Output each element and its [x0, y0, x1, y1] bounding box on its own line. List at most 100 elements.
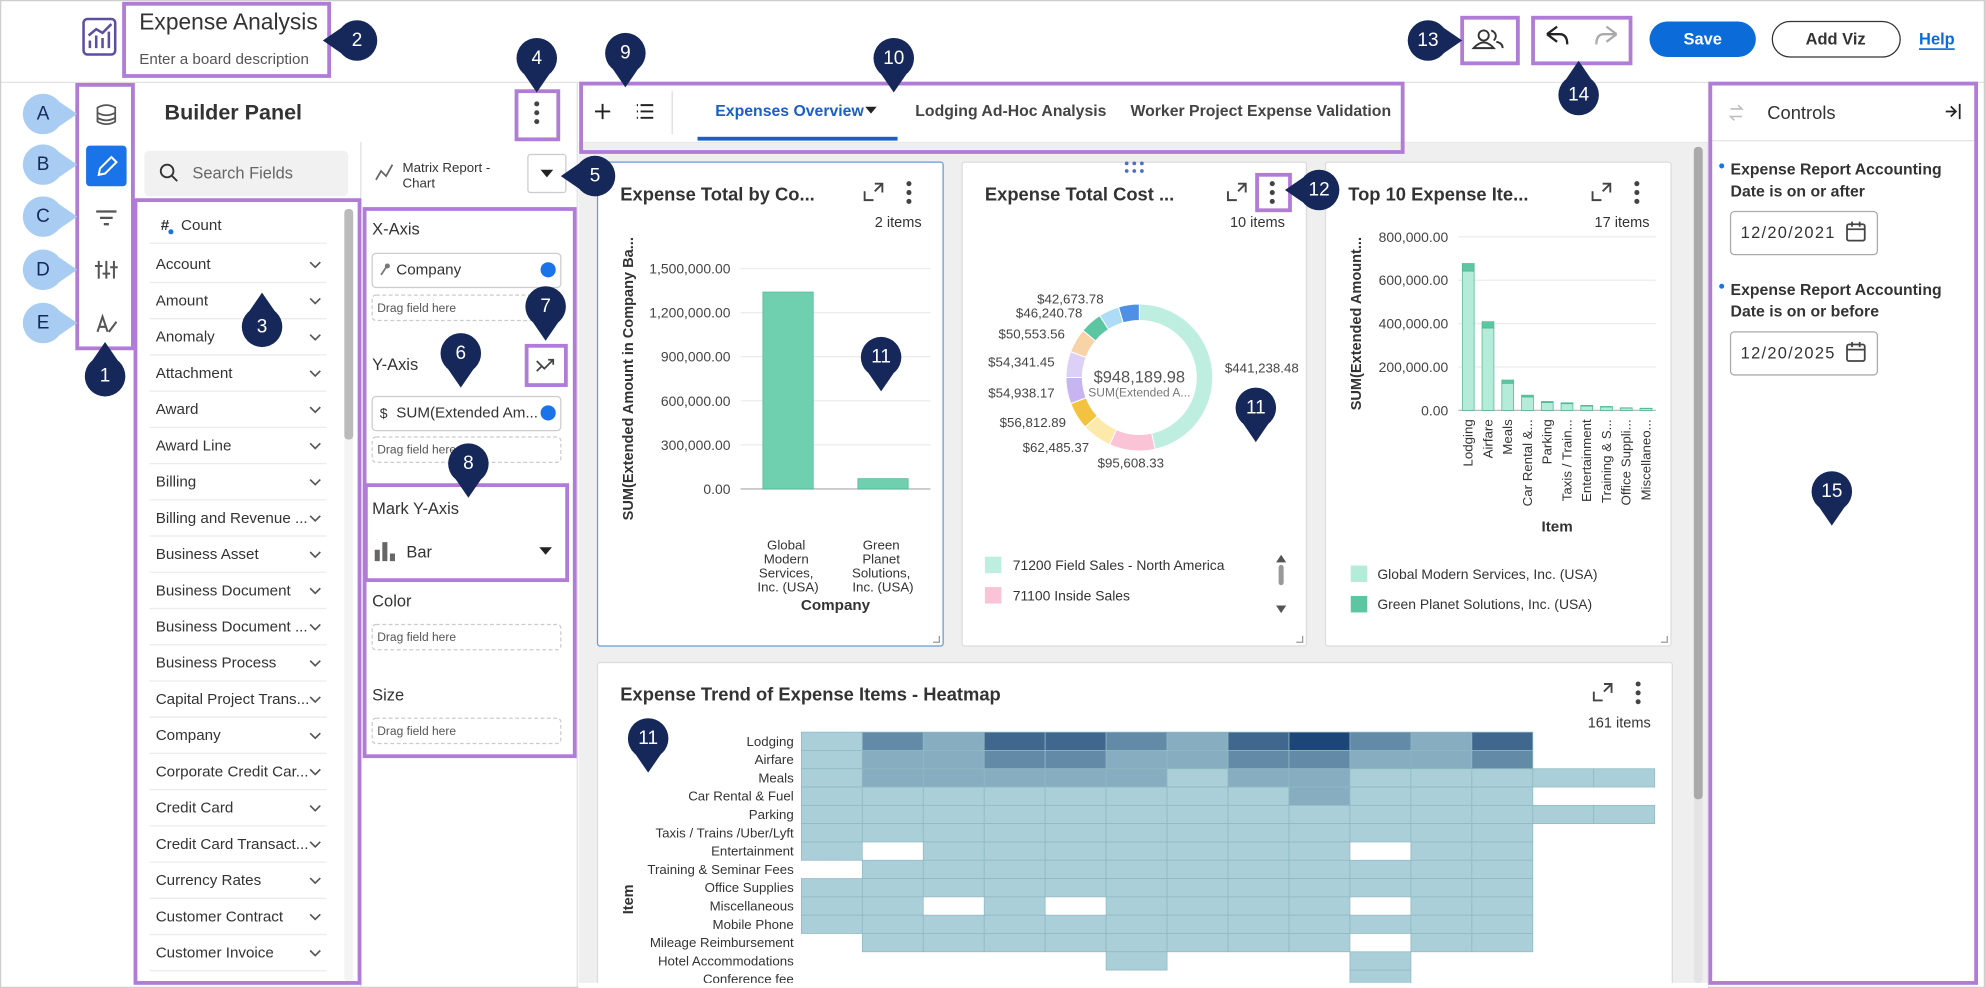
card-title: Expense Total Cost ... [985, 183, 1174, 204]
tab[interactable]: Lodging Ad-Hoc Analysis [915, 103, 1106, 120]
share-icon[interactable] [1477, 29, 1490, 42]
date-input[interactable] [1729, 331, 1879, 376]
legend-scroll-up[interactable] [1276, 554, 1287, 563]
tab[interactable]: Expenses Overview [715, 103, 864, 120]
field-pill-prefix: $ [380, 405, 388, 421]
field-item[interactable]: Award [156, 401, 199, 418]
field-item[interactable]: Credit Card [156, 800, 234, 817]
field-item[interactable]: Company [156, 727, 221, 744]
heatmap-cell [1471, 731, 1534, 751]
expand-icon[interactable] [1591, 182, 1612, 202]
x-axis-title: Item [1541, 518, 1572, 535]
heatmap-cell [1105, 804, 1168, 825]
annotation-badge: 7 [525, 286, 566, 341]
field-item[interactable]: Billing [156, 474, 197, 491]
field-item[interactable]: Award Line [156, 437, 232, 454]
board-description[interactable]: Enter a board description [139, 51, 309, 68]
date-value: 12/20/2025 [1741, 344, 1836, 362]
field-item[interactable]: Currency Rates [156, 872, 262, 889]
expand-icon[interactable] [1227, 182, 1247, 202]
row-label: Airfare [755, 752, 794, 767]
field-item[interactable]: Capital Project Trans... [156, 691, 310, 708]
y-tick-label: 400,000.00 [1379, 316, 1449, 332]
chart-card[interactable] [1324, 161, 1672, 647]
add-tab-icon[interactable] [594, 103, 611, 120]
field-item[interactable]: Customer Invoice [156, 945, 274, 962]
help-link[interactable]: Help [1919, 30, 1955, 48]
field-pill[interactable] [371, 395, 562, 432]
chevron [309, 805, 321, 812]
badge-circle [873, 38, 915, 79]
field-item[interactable]: Corporate Credit Car... [156, 763, 309, 780]
field-item[interactable]: Business Document ... [156, 618, 308, 635]
legend-scroll-down[interactable] [1276, 605, 1287, 614]
field-item[interactable]: Billing and Revenue ... [156, 510, 308, 527]
heatmap-cell [1349, 951, 1412, 971]
heatmap-cell [922, 804, 985, 825]
annotation-badge: 11 [860, 336, 902, 392]
field-pill[interactable] [371, 252, 562, 289]
badge-circle [860, 336, 902, 378]
date-input[interactable] [1729, 210, 1879, 256]
heatmap-cell [1410, 878, 1473, 898]
add-viz-button[interactable] [1771, 20, 1901, 58]
heatmap-cell [861, 750, 924, 770]
rail-icon-settings[interactable] [94, 260, 118, 279]
data-label: $56,812.89 [1000, 415, 1066, 430]
data-label: $62,485.37 [1023, 440, 1089, 455]
app-logo-chart [87, 23, 113, 49]
tab-list-icon[interactable] [636, 104, 654, 119]
field-item[interactable]: Count [181, 217, 222, 234]
field-item[interactable]: Customer Contract [156, 908, 284, 925]
data-label: $95,608.33 [1098, 456, 1164, 471]
rail-icon-data[interactable] [96, 104, 117, 126]
field-item[interactable]: Amount [156, 292, 209, 309]
redo-icon[interactable] [1595, 25, 1618, 45]
board-title[interactable]: Expense Analysis [139, 9, 318, 35]
undo-icon[interactable] [1546, 25, 1569, 45]
heatmap-cell [861, 731, 924, 751]
heatmap-cell [1105, 750, 1168, 770]
bar [1501, 382, 1515, 411]
heatmap-cell [1105, 768, 1168, 788]
search-box[interactable] [144, 150, 349, 197]
heatmap-cell [1410, 841, 1473, 861]
kebab-dot [1635, 681, 1641, 687]
swap-icon[interactable] [536, 358, 555, 372]
field-item[interactable]: Credit Card Transact... [156, 836, 309, 853]
heatmap-cell [800, 750, 863, 770]
collapse-icon[interactable] [1945, 103, 1961, 120]
chevron [309, 442, 321, 450]
heatmap-cell [922, 768, 985, 788]
field-item[interactable]: Account [156, 256, 212, 273]
field-item[interactable]: Attachment [156, 365, 234, 382]
info-icon [540, 405, 556, 421]
kebab-dot [534, 110, 540, 116]
rail-icon-build[interactable] [97, 155, 118, 177]
field-item[interactable]: Business Process [156, 655, 277, 672]
chevron [309, 515, 321, 523]
expand-icon[interactable] [1592, 683, 1613, 702]
heatmap-cell [800, 804, 863, 825]
field-item[interactable]: Business Asset [156, 546, 260, 563]
annotation-badge: 13 [1407, 20, 1463, 61]
field-item[interactable]: Anomaly [156, 329, 215, 346]
card-title: Expense Total by Co... [620, 183, 814, 204]
heatmap-cell [1288, 896, 1351, 916]
rail-icon-filter[interactable] [96, 210, 117, 226]
chevron [309, 732, 321, 740]
badge-label: 11 [1246, 397, 1266, 418]
tab[interactable]: Worker Project Expense Validation [1130, 103, 1391, 120]
expand-icon[interactable] [863, 182, 884, 202]
rail-icon-format[interactable] [96, 313, 118, 333]
save-button[interactable] [1649, 21, 1756, 57]
field-item[interactable]: Business Document [156, 582, 292, 599]
badge-circle [525, 286, 566, 327]
badge-label: 13 [1417, 30, 1438, 51]
heatmap-cell [1471, 768, 1534, 788]
badge-label: 12 [1309, 179, 1330, 200]
heatmap-cell [1044, 878, 1107, 898]
heatmap-cell [1166, 768, 1229, 788]
badge-circle [241, 306, 283, 348]
